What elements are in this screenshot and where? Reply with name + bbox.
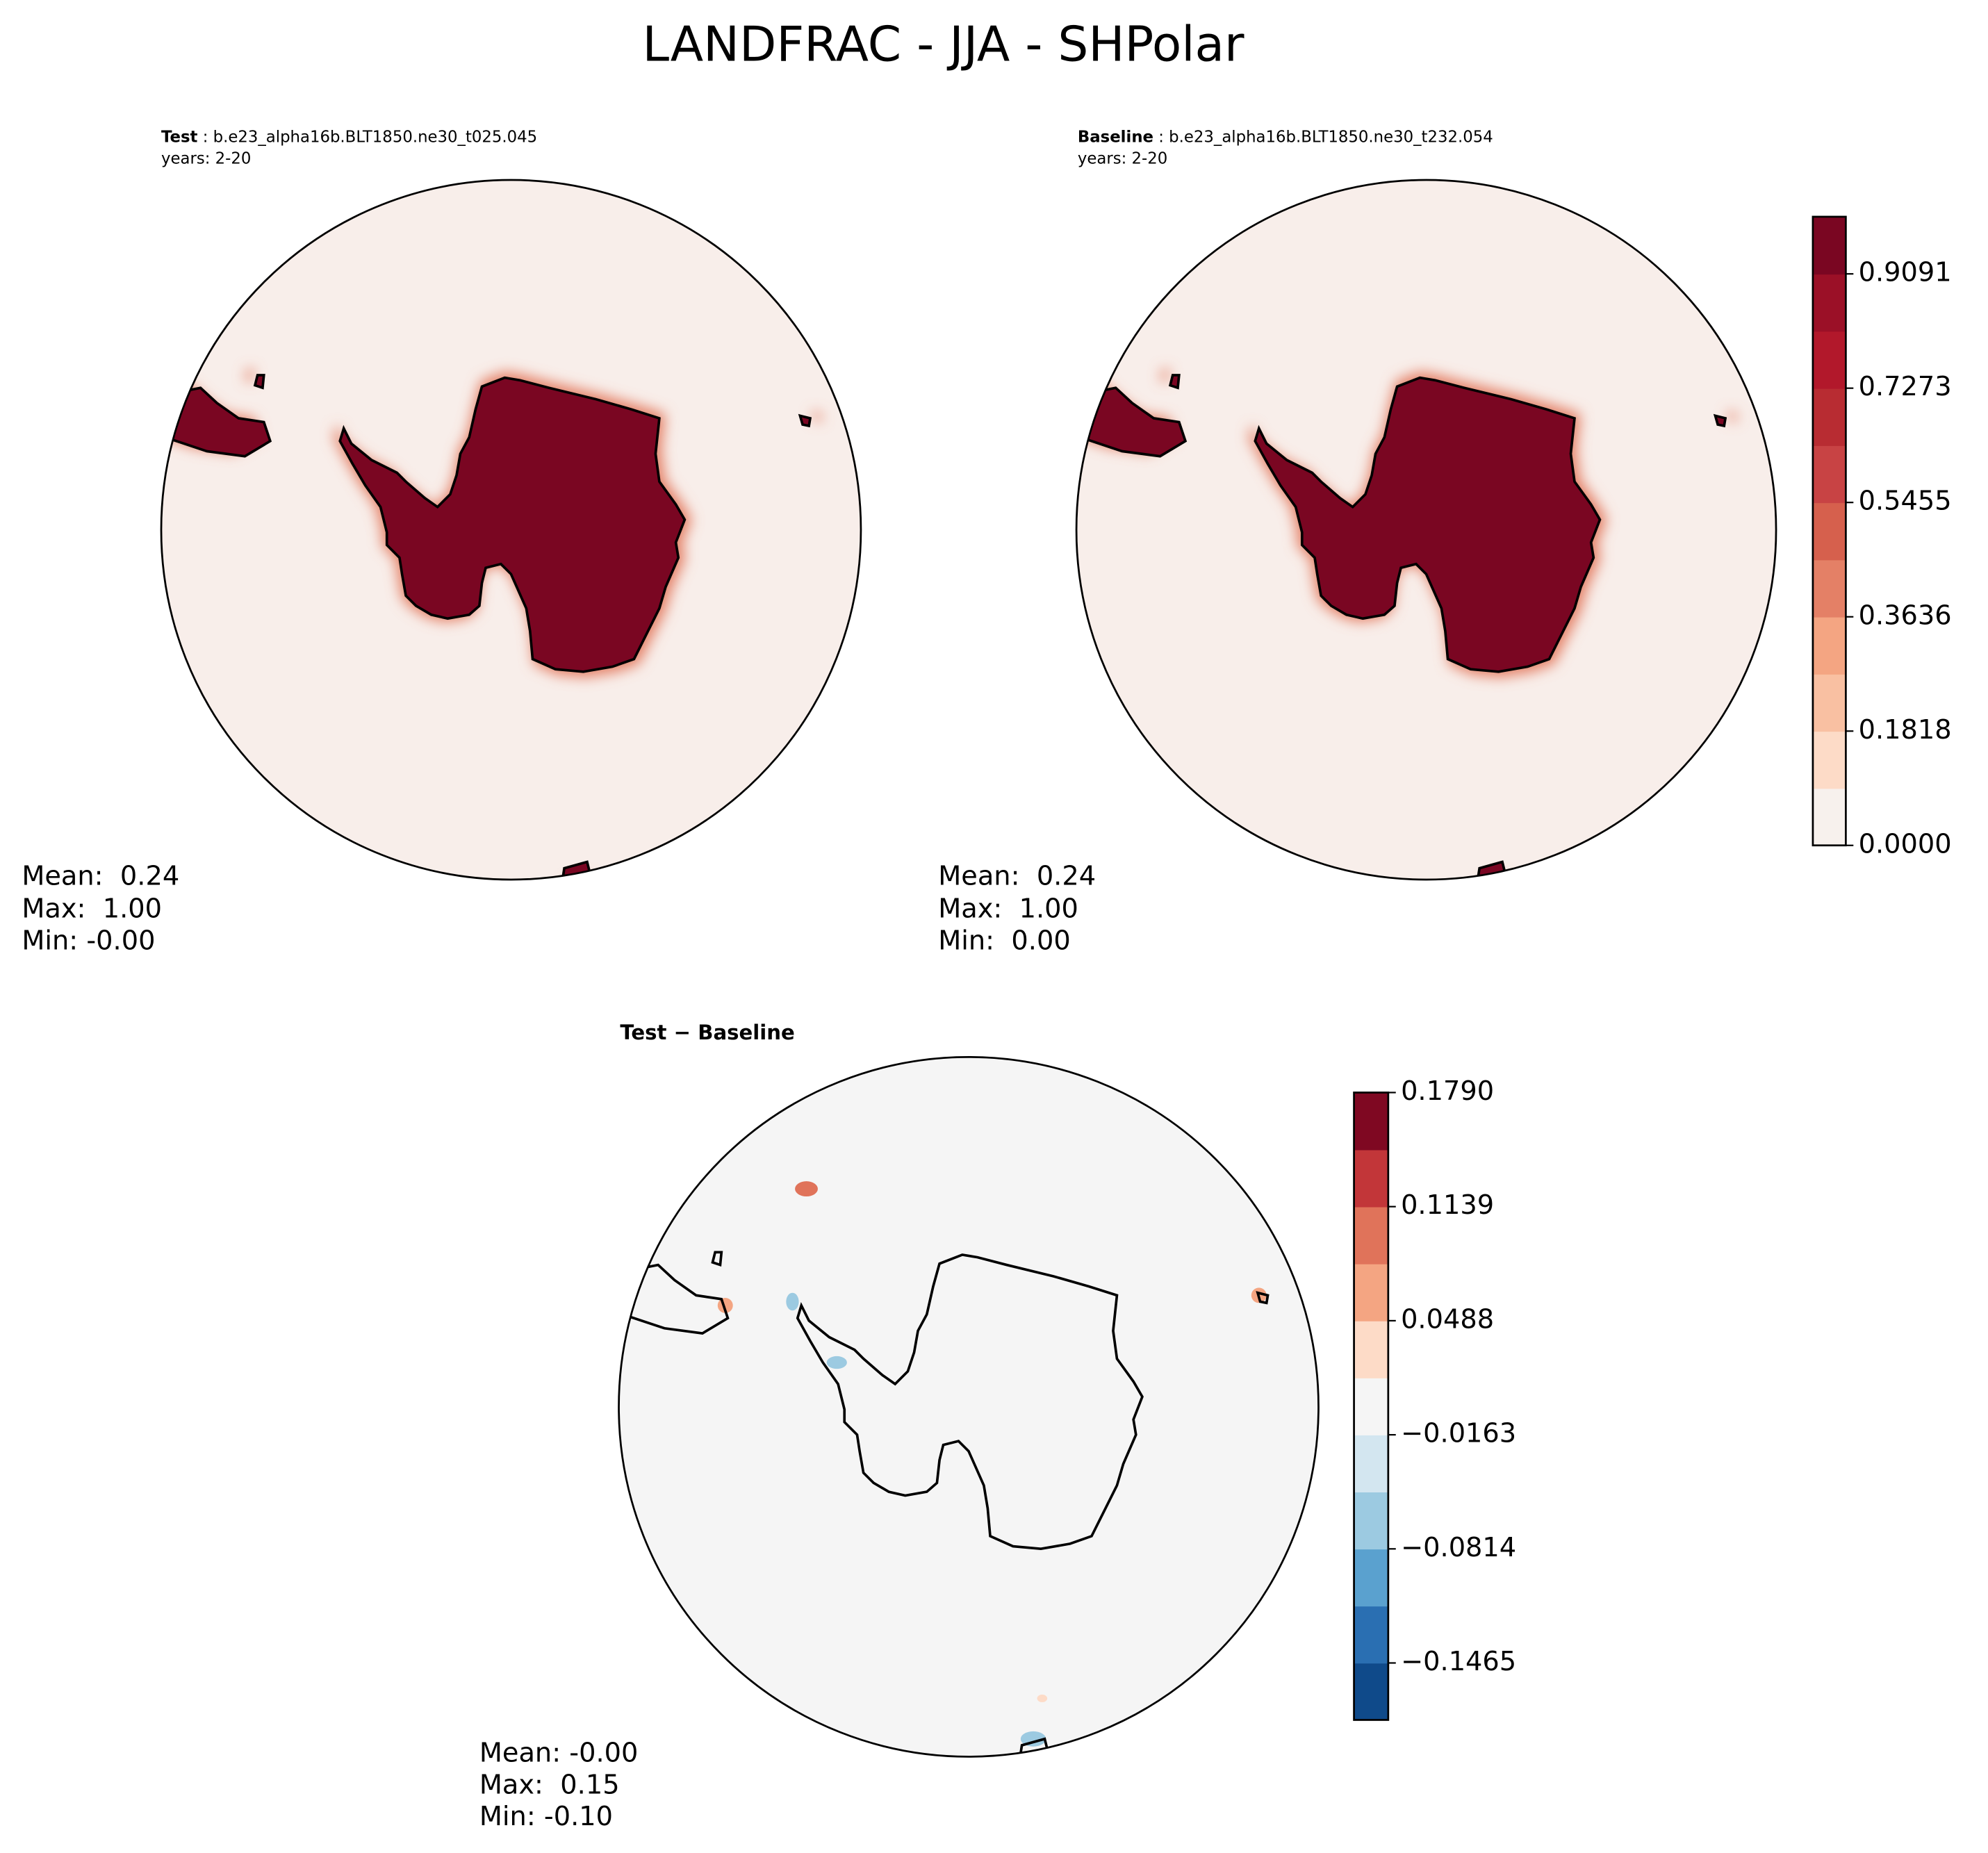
colorbar-bin: [1812, 673, 1846, 732]
colorbar-bin: [1354, 1320, 1388, 1378]
colorbar-frame: [1353, 1092, 1390, 1721]
difference-title: Test − Baseline: [620, 1021, 795, 1044]
case-line: Test : b.e23_alpha16b.BLT1850.ne30_t025.…: [161, 128, 537, 146]
colorbar-tick-label: 0.1139: [1401, 1189, 1494, 1221]
case-name: : b.e23_alpha16b.BLT1850.ne30_t232.054: [1153, 128, 1493, 146]
stat: Max: 1.00: [22, 893, 162, 925]
colorbar-bin: [1812, 502, 1846, 561]
colorbar-tick-label: 0.1790: [1401, 1076, 1494, 1107]
stat: Mean: -0.00: [479, 1738, 639, 1769]
colorbar-bin: [1354, 1492, 1388, 1550]
colorbar-bin: [1812, 388, 1846, 446]
case-label: Baseline: [1078, 128, 1153, 146]
colorbar-bin: [1812, 331, 1846, 389]
colorbar-bin: [1354, 1206, 1388, 1265]
map-baseline: [1076, 180, 1777, 880]
case-line: Baseline : b.e23_alpha16b.BLT1850.ne30_t…: [1078, 128, 1493, 146]
case-name: : b.e23_alpha16b.BLT1850.ne30_t025.045: [197, 128, 537, 146]
colorbar-tick-label: 0.3636: [1859, 600, 1952, 631]
stat: Min: -0.10: [479, 1801, 613, 1832]
colorbar-tick-label: 0.1818: [1859, 714, 1952, 746]
colorbar-bin: [1812, 445, 1846, 504]
colorbar-bin: [1354, 1263, 1388, 1321]
colorbar-bin: [1354, 1092, 1388, 1151]
colorbar-tick-label: 0.9091: [1859, 257, 1952, 288]
colorbar-tick-label: 0.7273: [1859, 371, 1952, 402]
colorbar-bin: [1812, 788, 1846, 846]
colorbar-bin: [1812, 274, 1846, 332]
colorbar-tick-label: 0.0488: [1401, 1303, 1494, 1335]
stat: Max: 0.15: [479, 1769, 620, 1800]
colorbar-tick-label: 0.5455: [1859, 486, 1952, 517]
colorbar-tick-label: −0.0814: [1401, 1532, 1516, 1563]
map-difference: [618, 1057, 1319, 1757]
colorbar-bin: [1812, 731, 1846, 789]
colorbar-bin: [1812, 616, 1846, 675]
years: years: 2-20: [161, 149, 251, 167]
stat: Min: 0.00: [938, 925, 1070, 956]
colorbar-bin: [1812, 216, 1846, 275]
years: years: 2-20: [1078, 149, 1167, 167]
colorbar-bin: [1354, 1435, 1388, 1493]
colorbar-tick-label: −0.0163: [1401, 1418, 1516, 1449]
colorbar-frame: [1812, 215, 1847, 847]
colorbar-bin: [1354, 1606, 1388, 1664]
colorbar-bin: [1354, 1549, 1388, 1607]
colorbar-tick-label: −0.1465: [1401, 1646, 1516, 1677]
case-label: Test: [161, 128, 198, 146]
colorbar-bin: [1354, 1377, 1388, 1435]
stat: Mean: 0.24: [938, 860, 1096, 891]
figure-title: LANDFRAC - JJA - SHPolar: [643, 17, 1244, 73]
colorbar-bin: [1354, 1663, 1388, 1721]
stat: Min: -0.00: [22, 925, 155, 956]
map-test: [161, 180, 861, 880]
colorbar-bin: [1354, 1149, 1388, 1208]
stat: Max: 1.00: [938, 893, 1078, 925]
stat: Mean: 0.24: [22, 860, 179, 891]
colorbar-tick-label: 0.0000: [1859, 828, 1952, 859]
colorbar-bin: [1812, 559, 1846, 618]
